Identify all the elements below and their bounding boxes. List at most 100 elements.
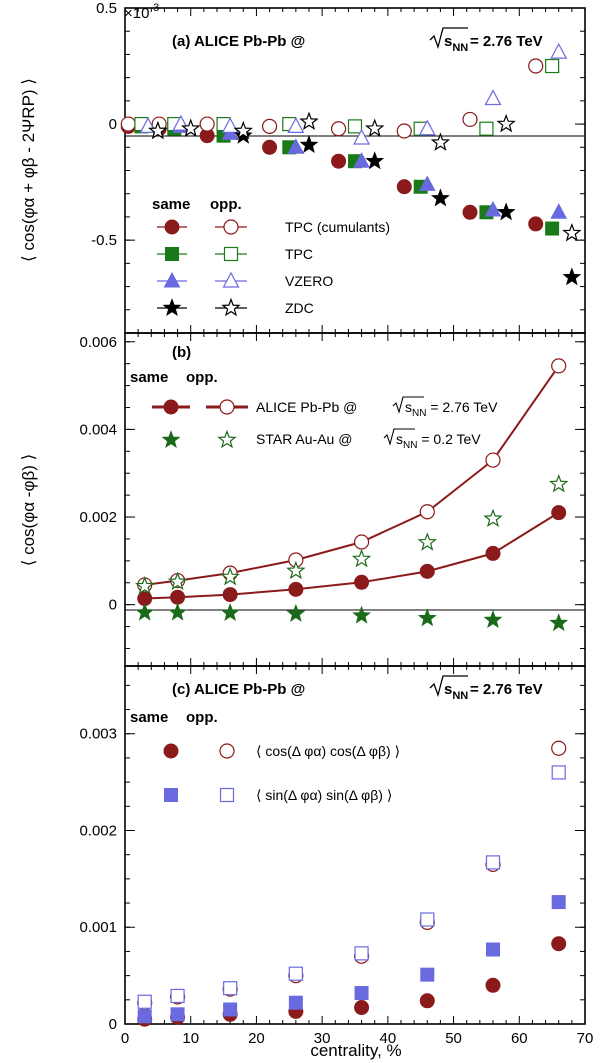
data-point-b-star-open-opp [286,560,306,580]
legend-a-marker-same [162,298,182,317]
panel-a-legend: same opp. TPC (cumulants) TPC VZERO ZDC [152,196,390,316]
panel-b-title: (b) [172,344,191,361]
legend-b-star-opp [217,429,237,449]
data-point-b-circle-filled-same [485,545,501,561]
data-point-c-square-open-opp [137,994,152,1009]
data-point-a-star-filled-same [299,135,319,153]
legend-a-marker-opp [222,271,240,288]
y-tick-label: 0 [109,116,117,133]
data-point-c-circle-filled-same [551,936,567,952]
legend-tpc-cumulants-label: TPC (cumulants) [285,219,390,235]
data-point-a-star-filled-same [365,151,385,170]
legend-tpc-label: TPC [285,246,313,262]
data-point-c-square-open-opp [170,988,185,1004]
data-point-b-star-filled-same [483,610,503,629]
data-point-c-circle-filled-same [485,977,501,993]
data-point-a-triangle-filled-same [550,203,568,219]
data-point-b-circle-open-opp [419,504,435,520]
data-point-c-square-filled-same [170,1007,185,1022]
data-point-a-triangle-open-opp [418,119,436,136]
data-point-a-triangle-filled-same [418,175,436,191]
legend-c-marker-opp [219,743,235,759]
data-point-a-circle-open-opp [462,111,478,128]
legend-alice-label: ALICE Pb-Pb @ [256,399,357,415]
panel-c-title-sqrt: sNN = 2.76 TeV [429,675,543,702]
data-point-b-circle-filled-same [222,587,238,603]
legend-b-opp-label: opp. [186,369,218,386]
data-point-c-square-open-opp [223,981,238,996]
panel-a-title: (a) ALICE Pb-Pb @ [172,33,305,50]
y-tick-label: -0.5 [91,232,117,249]
legend-zdc-label: ZDC [285,300,314,316]
data-point-c-square-filled-same [137,1009,152,1024]
legend-c-square-same [164,788,178,802]
data-point-b-circle-filled-same [288,581,304,597]
data-point-c-square-filled-same [288,995,303,1010]
panel-a-legend-markers [157,219,247,317]
y-tick-label: 0.004 [79,421,117,438]
data-point-a-star-filled-same [562,267,582,286]
panel-c-frame [124,665,586,1025]
data-point-a-circle-open-opp [330,121,347,137]
data-point-a-circle-open-opp [261,118,278,134]
data-point-b-circle-filled-same [551,505,567,521]
data-point-a-circle-filled-same [331,153,347,169]
legend-a-marker-opp [223,219,239,235]
panel-c-legend: same opp. ⟨ cos(Δ φα) cos(Δ φβ) ⟩ ⟨ sin(… [130,709,400,803]
legend-c-same-label: same [130,709,168,726]
data-point-a-star-filled-same [430,188,450,207]
x-tick-label: 20 [248,1030,265,1047]
x-tick-label: 70 [577,1030,594,1047]
panel-c-legend-markers [163,743,235,803]
data-point-a-square-open-opp [347,119,363,134]
y-tick-label: 0.002 [79,509,117,526]
data-point-c-square-filled-same [223,1002,238,1017]
x-tick-label: 40 [380,1030,397,1047]
legend-b-star-same [161,430,181,449]
data-point-c-circle-filled-same [419,993,435,1009]
data-point-b-star-open-opp [167,571,188,591]
panel-a-ylabel: ⟨ cos(φα + φβ - 2ΨRP) ⟩ [19,78,38,262]
data-point-a-star-open-opp [299,111,319,131]
legend-a-marker-same [164,219,180,235]
data-point-c-square-filled-same [420,967,435,982]
series-line-b-same [144,511,560,600]
legend-star-label: STAR Au-Au @ [256,431,352,447]
data-point-b-circle-filled-same [170,589,186,605]
data-point-b-star-open-opp [220,566,240,586]
y-tick-label: 0 [109,1016,117,1033]
data-point-b-star-filled-same [168,602,188,621]
data-point-a-circle-filled-same [262,139,278,155]
data-point-a-circle-filled-same [528,216,544,232]
legend-c-marker-same [163,743,179,759]
data-point-a-star-open-opp [364,118,385,137]
data-point-a-star-open-opp [430,132,451,151]
x-tick-label: 50 [445,1030,462,1047]
data-point-c-square-filled-same [551,895,566,910]
panel-c-title: (c) ALICE Pb-Pb @ [172,681,305,698]
data-point-a-circle-open-opp [528,58,544,74]
y-tick-label: 0.5 [96,0,117,17]
data-point-a-square-filled-same [545,221,560,236]
y-tick-label: 0.003 [79,726,117,743]
data-point-b-circle-filled-same [419,563,435,579]
legend-a-marker-opp [223,246,239,262]
legend-opp-label: opp. [210,196,242,213]
data-point-b-circle-filled-same [354,574,370,590]
svg-text:= 2.76 TeV: = 2.76 TeV [470,33,543,50]
y-tick-label: 0.001 [79,919,117,936]
panel-b-ylabel: ⟨ cos(φα -φβ) ⟩ [19,454,38,567]
data-point-a-star-open-opp [562,222,582,242]
data-point-a-triangle-open-opp [287,117,305,133]
data-point-a-circle-open-opp [396,123,412,139]
legend-b-same-label: same [130,369,168,386]
data-point-b-star-open-opp [483,508,503,528]
y-tick-label: 0.006 [79,334,117,351]
data-point-a-circle-open-opp [199,116,215,132]
data-point-a-triangle-open-opp [353,128,371,145]
data-point-c-square-open-opp [485,855,501,870]
x-axis-title: centrality, % [310,1041,401,1060]
legend-a-marker-same [163,271,181,288]
y-tick-label: 0.002 [79,822,117,839]
